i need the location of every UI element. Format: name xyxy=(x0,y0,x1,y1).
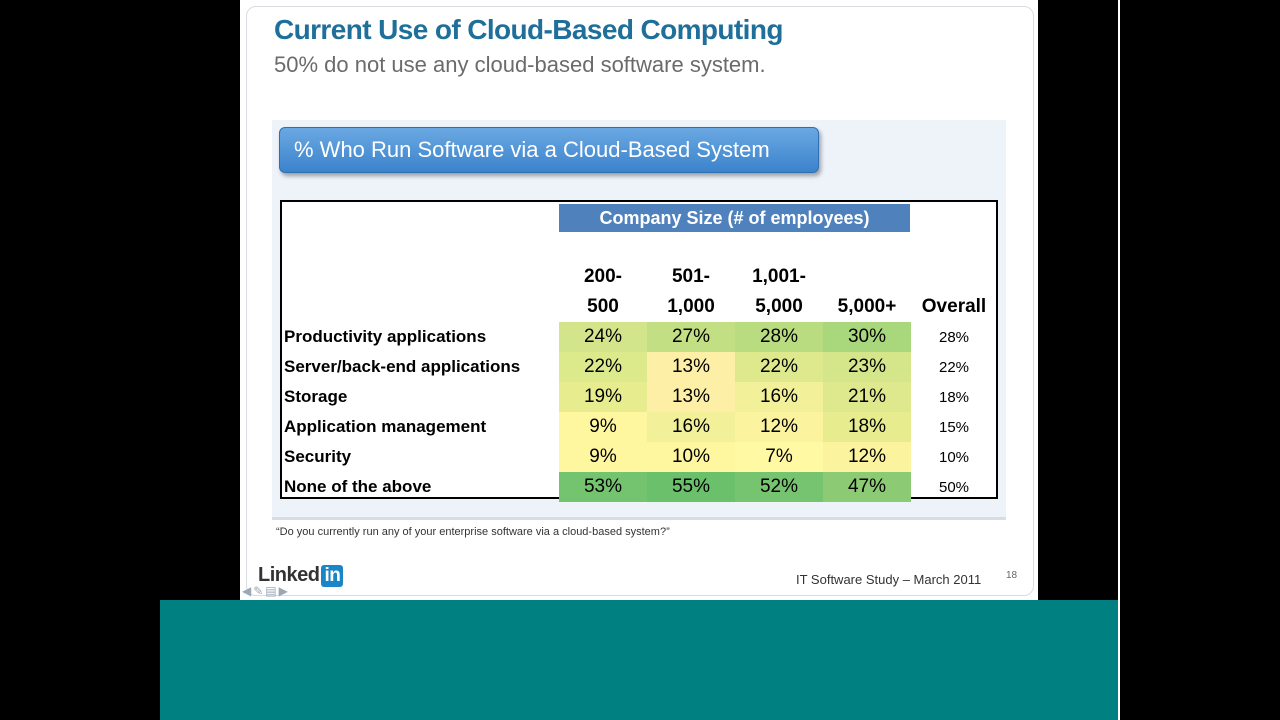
slide-title: Current Use of Cloud-Based Computing xyxy=(274,14,783,45)
slide: Current Use of Cloud-Based Computing 50%… xyxy=(240,0,1038,600)
table-cell: 9% xyxy=(559,412,647,442)
chart-panel: % Who Run Software via a Cloud-Based Sys… xyxy=(272,120,1006,520)
linkedin-logo: Linked in xyxy=(258,564,344,587)
previous-arrow-icon[interactable]: ◀ xyxy=(242,584,252,598)
table-cell: 28% xyxy=(735,322,823,352)
column-header-overall: Overall xyxy=(910,262,998,322)
column-header: 501- 1,000 xyxy=(647,262,735,322)
logo-text: Linked xyxy=(258,564,320,586)
footer-study-label: IT Software Study – March 2011 xyxy=(796,572,982,587)
table-cell: 12% xyxy=(823,442,911,472)
column-header-line1: 200- xyxy=(583,266,623,287)
column-header-line2: 5,000 xyxy=(755,296,803,317)
row-label: Security xyxy=(284,447,352,466)
row-label: Storage xyxy=(284,387,348,406)
table-cell: 19% xyxy=(559,382,647,412)
menu-icon[interactable]: ▤ xyxy=(265,584,277,598)
overall-cell: 10% xyxy=(938,449,970,466)
table-cell: 55% xyxy=(647,472,735,502)
table-cell: 24% xyxy=(559,322,647,352)
table-cell: 30% xyxy=(823,322,911,352)
overall-cell: 50% xyxy=(938,479,970,496)
row-label: Productivity applications xyxy=(284,327,487,346)
data-table: Company Size (# of employees) 200- 500 5… xyxy=(280,200,998,502)
table-cell: 22% xyxy=(735,352,823,382)
overall-cell: 18% xyxy=(938,389,970,406)
column-header-line2: 5,000+ xyxy=(837,296,897,317)
logo-in-badge: in xyxy=(321,564,344,587)
column-header-line2: 500 xyxy=(587,296,619,317)
column-header: 1,001- 5,000 xyxy=(735,262,823,322)
column-header: 200- 500 xyxy=(559,262,647,322)
table-cell: 18% xyxy=(823,412,911,442)
survey-question-footnote: “Do you currently run any of your enterp… xyxy=(276,526,670,538)
table-cell: 16% xyxy=(647,412,735,442)
table-cell: 13% xyxy=(647,352,735,382)
overall-cell: 28% xyxy=(938,329,970,346)
slide-nav-controls: ◀ ✎ ▤ ▶ xyxy=(242,584,288,598)
column-header-line1: 501- xyxy=(671,266,711,287)
row-label: None of the above xyxy=(284,477,432,496)
pen-icon[interactable]: ✎ xyxy=(253,584,264,598)
page-number: 18 xyxy=(1006,570,1018,581)
panel-heading: % Who Run Software via a Cloud-Based Sys… xyxy=(279,127,819,173)
table-cell: 23% xyxy=(823,352,911,382)
next-arrow-icon[interactable]: ▶ xyxy=(278,584,288,598)
row-label: Application management xyxy=(284,417,487,436)
table-cell: 22% xyxy=(559,352,647,382)
table-cell: 9% xyxy=(559,442,647,472)
table-cell: 10% xyxy=(647,442,735,472)
company-size-header: Company Size (# of employees) xyxy=(559,204,910,232)
row-label: Server/back-end applications xyxy=(284,357,521,376)
column-header-line2: 1,000 xyxy=(667,296,715,317)
overall-cell: 15% xyxy=(938,419,970,436)
table-cell: 47% xyxy=(823,472,911,502)
table-cell: 21% xyxy=(823,382,911,412)
overall-cell: 22% xyxy=(938,359,970,376)
teal-band xyxy=(160,600,1118,720)
column-header-line1: 1,001- xyxy=(752,266,806,287)
table-cell: 52% xyxy=(735,472,823,502)
slide-subtitle: 50% do not use any cloud-based software … xyxy=(274,52,766,77)
table-cell: 27% xyxy=(647,322,735,352)
table-cell: 53% xyxy=(559,472,647,502)
column-header: 5,000+ xyxy=(823,262,911,322)
column-header-line2: Overall xyxy=(921,296,987,317)
right-edge-divider xyxy=(1118,0,1120,720)
table-cell: 16% xyxy=(735,382,823,412)
table-cell: 13% xyxy=(647,382,735,412)
table-cell: 12% xyxy=(735,412,823,442)
table-cell: 7% xyxy=(735,442,823,472)
